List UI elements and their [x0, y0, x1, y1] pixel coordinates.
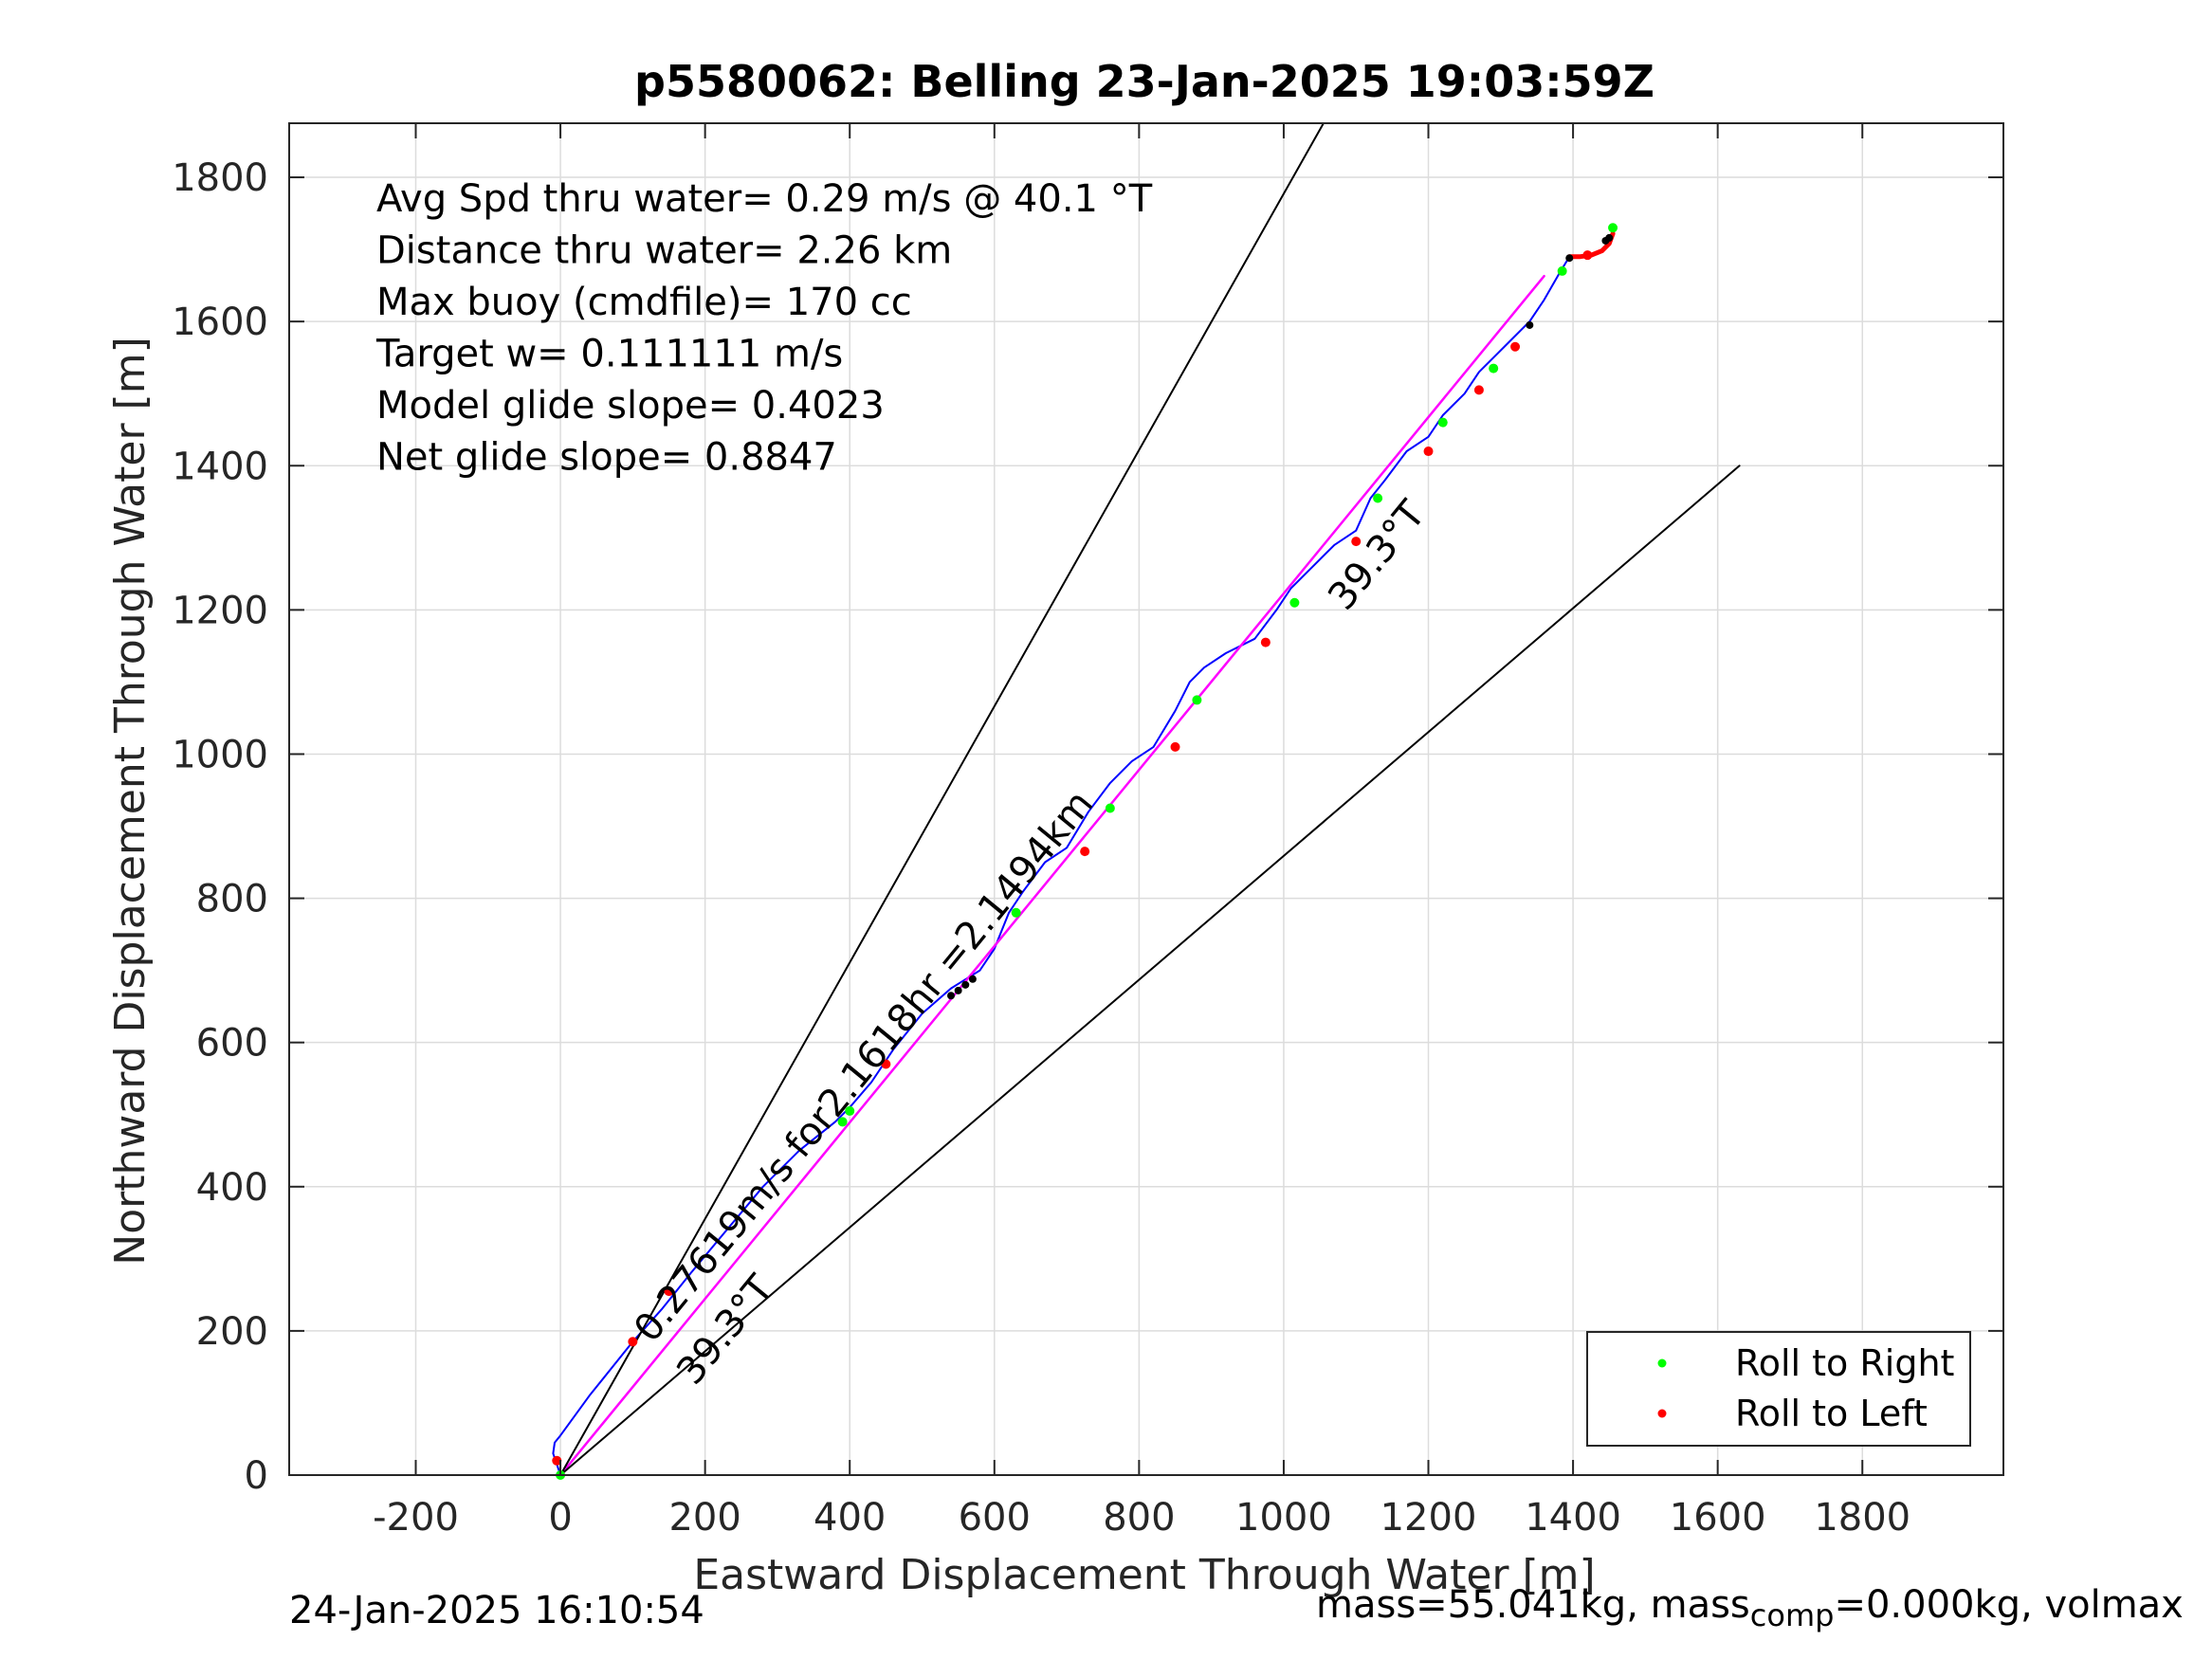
chart-title: p5580062: Belling 23-Jan-2025 19:03:59Z	[634, 56, 1654, 107]
stats-line: Distance thru water= 2.26 km	[376, 229, 952, 273]
roll-left-point	[1423, 447, 1434, 457]
roll-left-point	[881, 1059, 891, 1069]
grid	[289, 123, 2003, 1476]
roll-left-point	[1260, 637, 1271, 647]
x-tick-label: 800	[1103, 1496, 1175, 1540]
footer-mass-sub: comp	[1749, 1597, 1835, 1633]
roll-left-point	[1351, 537, 1362, 547]
series-layer	[552, 122, 1741, 1477]
roll-right-point	[1437, 417, 1448, 428]
y-tick-label: 1200	[172, 589, 268, 632]
roll-left-point	[1582, 250, 1593, 261]
y-tick-label: 0	[245, 1454, 268, 1498]
roll-right-point	[1105, 803, 1115, 813]
roll-right-point	[1373, 493, 1383, 503]
footer-mass: mass=55.041kg, masscomp=0.000kg, volmax	[1316, 1583, 2184, 1633]
surface-point	[1565, 254, 1574, 263]
series-surface_end	[1566, 230, 1616, 260]
plot-area	[289, 123, 2003, 1475]
plot-frame	[288, 122, 2004, 1476]
y-tick-label: 400	[196, 1166, 268, 1210]
series-wedge_left	[559, 122, 1325, 1476]
y-tick-label: 800	[196, 878, 268, 921]
legend-marker	[1657, 1358, 1667, 1368]
surface-point	[961, 980, 970, 989]
roll-right-point	[837, 1117, 848, 1127]
x-axis-label: Eastward Displacement Through Water [m]	[693, 1551, 1595, 1599]
roll-left-point	[1510, 341, 1521, 352]
y-tick-label: 1400	[172, 445, 268, 488]
legend-box	[1586, 1331, 1971, 1447]
y-tick-label: 1000	[172, 733, 268, 776]
series-track	[552, 255, 1571, 1476]
roll-right-point	[1011, 907, 1021, 918]
footer-mass-prefix: mass=55.041kg, mass	[1316, 1583, 1750, 1627]
y-tick-label: 1600	[172, 301, 268, 344]
footer-timestamp: 24-Jan-2025 16:10:54	[289, 1589, 704, 1632]
x-tick-label: 1000	[1235, 1496, 1332, 1540]
y-tick-label: 1800	[172, 156, 268, 200]
axis-ticks: -200 0 200 400 600 800 1000 1200 1400 1600 1800 0 20…	[172, 123, 2003, 1540]
stats-line: Max buoy (cmdfile)= 170 cc	[376, 281, 912, 324]
roll-right-point	[1557, 265, 1567, 276]
roll-left-point	[1080, 847, 1090, 857]
roll-left-point	[664, 1286, 674, 1297]
x-tick-label: 400	[814, 1496, 886, 1540]
stats-line: Avg Spd thru water= 0.29 m/s @ 40.1 °T	[376, 177, 1153, 221]
surface-point	[968, 975, 977, 983]
x-tick-label: -200	[373, 1496, 459, 1540]
stats-line: Net glide slope= 0.8847	[376, 436, 837, 480]
x-tick-label: 0	[548, 1496, 572, 1540]
roll-right-point	[1289, 597, 1300, 608]
legend-marker	[1657, 1409, 1667, 1418]
x-tick-label: 1800	[1814, 1496, 1910, 1540]
roll-right-point	[1608, 223, 1618, 233]
roll-left-point	[552, 1455, 562, 1466]
roll-left-point	[1170, 741, 1180, 752]
roll-right-point	[1489, 363, 1499, 374]
roll-left-point	[1473, 385, 1484, 395]
roll-right-point	[1192, 695, 1202, 705]
legend-label: Roll to Left	[1735, 1393, 1928, 1434]
legend-label: Roll to Right	[1735, 1342, 1954, 1384]
surface-point	[1526, 320, 1534, 329]
x-tick-label: 1600	[1670, 1496, 1766, 1540]
series-fit_line	[558, 274, 1545, 1477]
y-axis-label: Northward Displacement Through Water [m]	[106, 337, 155, 1265]
stats-annotations: Avg Spd thru water= 0.29 m/s @ 40.1 °T Di…	[375, 177, 1153, 480]
surface-point	[1605, 233, 1614, 242]
legend: Roll to Right Roll to Left	[1586, 1331, 1971, 1447]
stats-line: Model glide slope= 0.4023	[376, 384, 885, 428]
x-tick-label: 1400	[1525, 1496, 1621, 1540]
x-tick-label: 600	[959, 1496, 1031, 1540]
roll-right-point	[845, 1105, 855, 1116]
x-tick-label: 1200	[1380, 1496, 1477, 1540]
roll-left-point	[628, 1337, 638, 1347]
series-wedge_right	[559, 465, 1741, 1476]
x-tick-label: 200	[668, 1496, 740, 1540]
stats-line: Target w= 0.111111 m/s	[375, 333, 843, 376]
y-tick-label: 600	[196, 1022, 268, 1066]
markers-layer	[552, 223, 1618, 1480]
y-tick-label: 200	[196, 1310, 268, 1354]
surface-point	[947, 992, 956, 1000]
surface-point	[954, 986, 962, 994]
footer-mass-suffix: =0.000kg, volmax	[1834, 1583, 2184, 1627]
